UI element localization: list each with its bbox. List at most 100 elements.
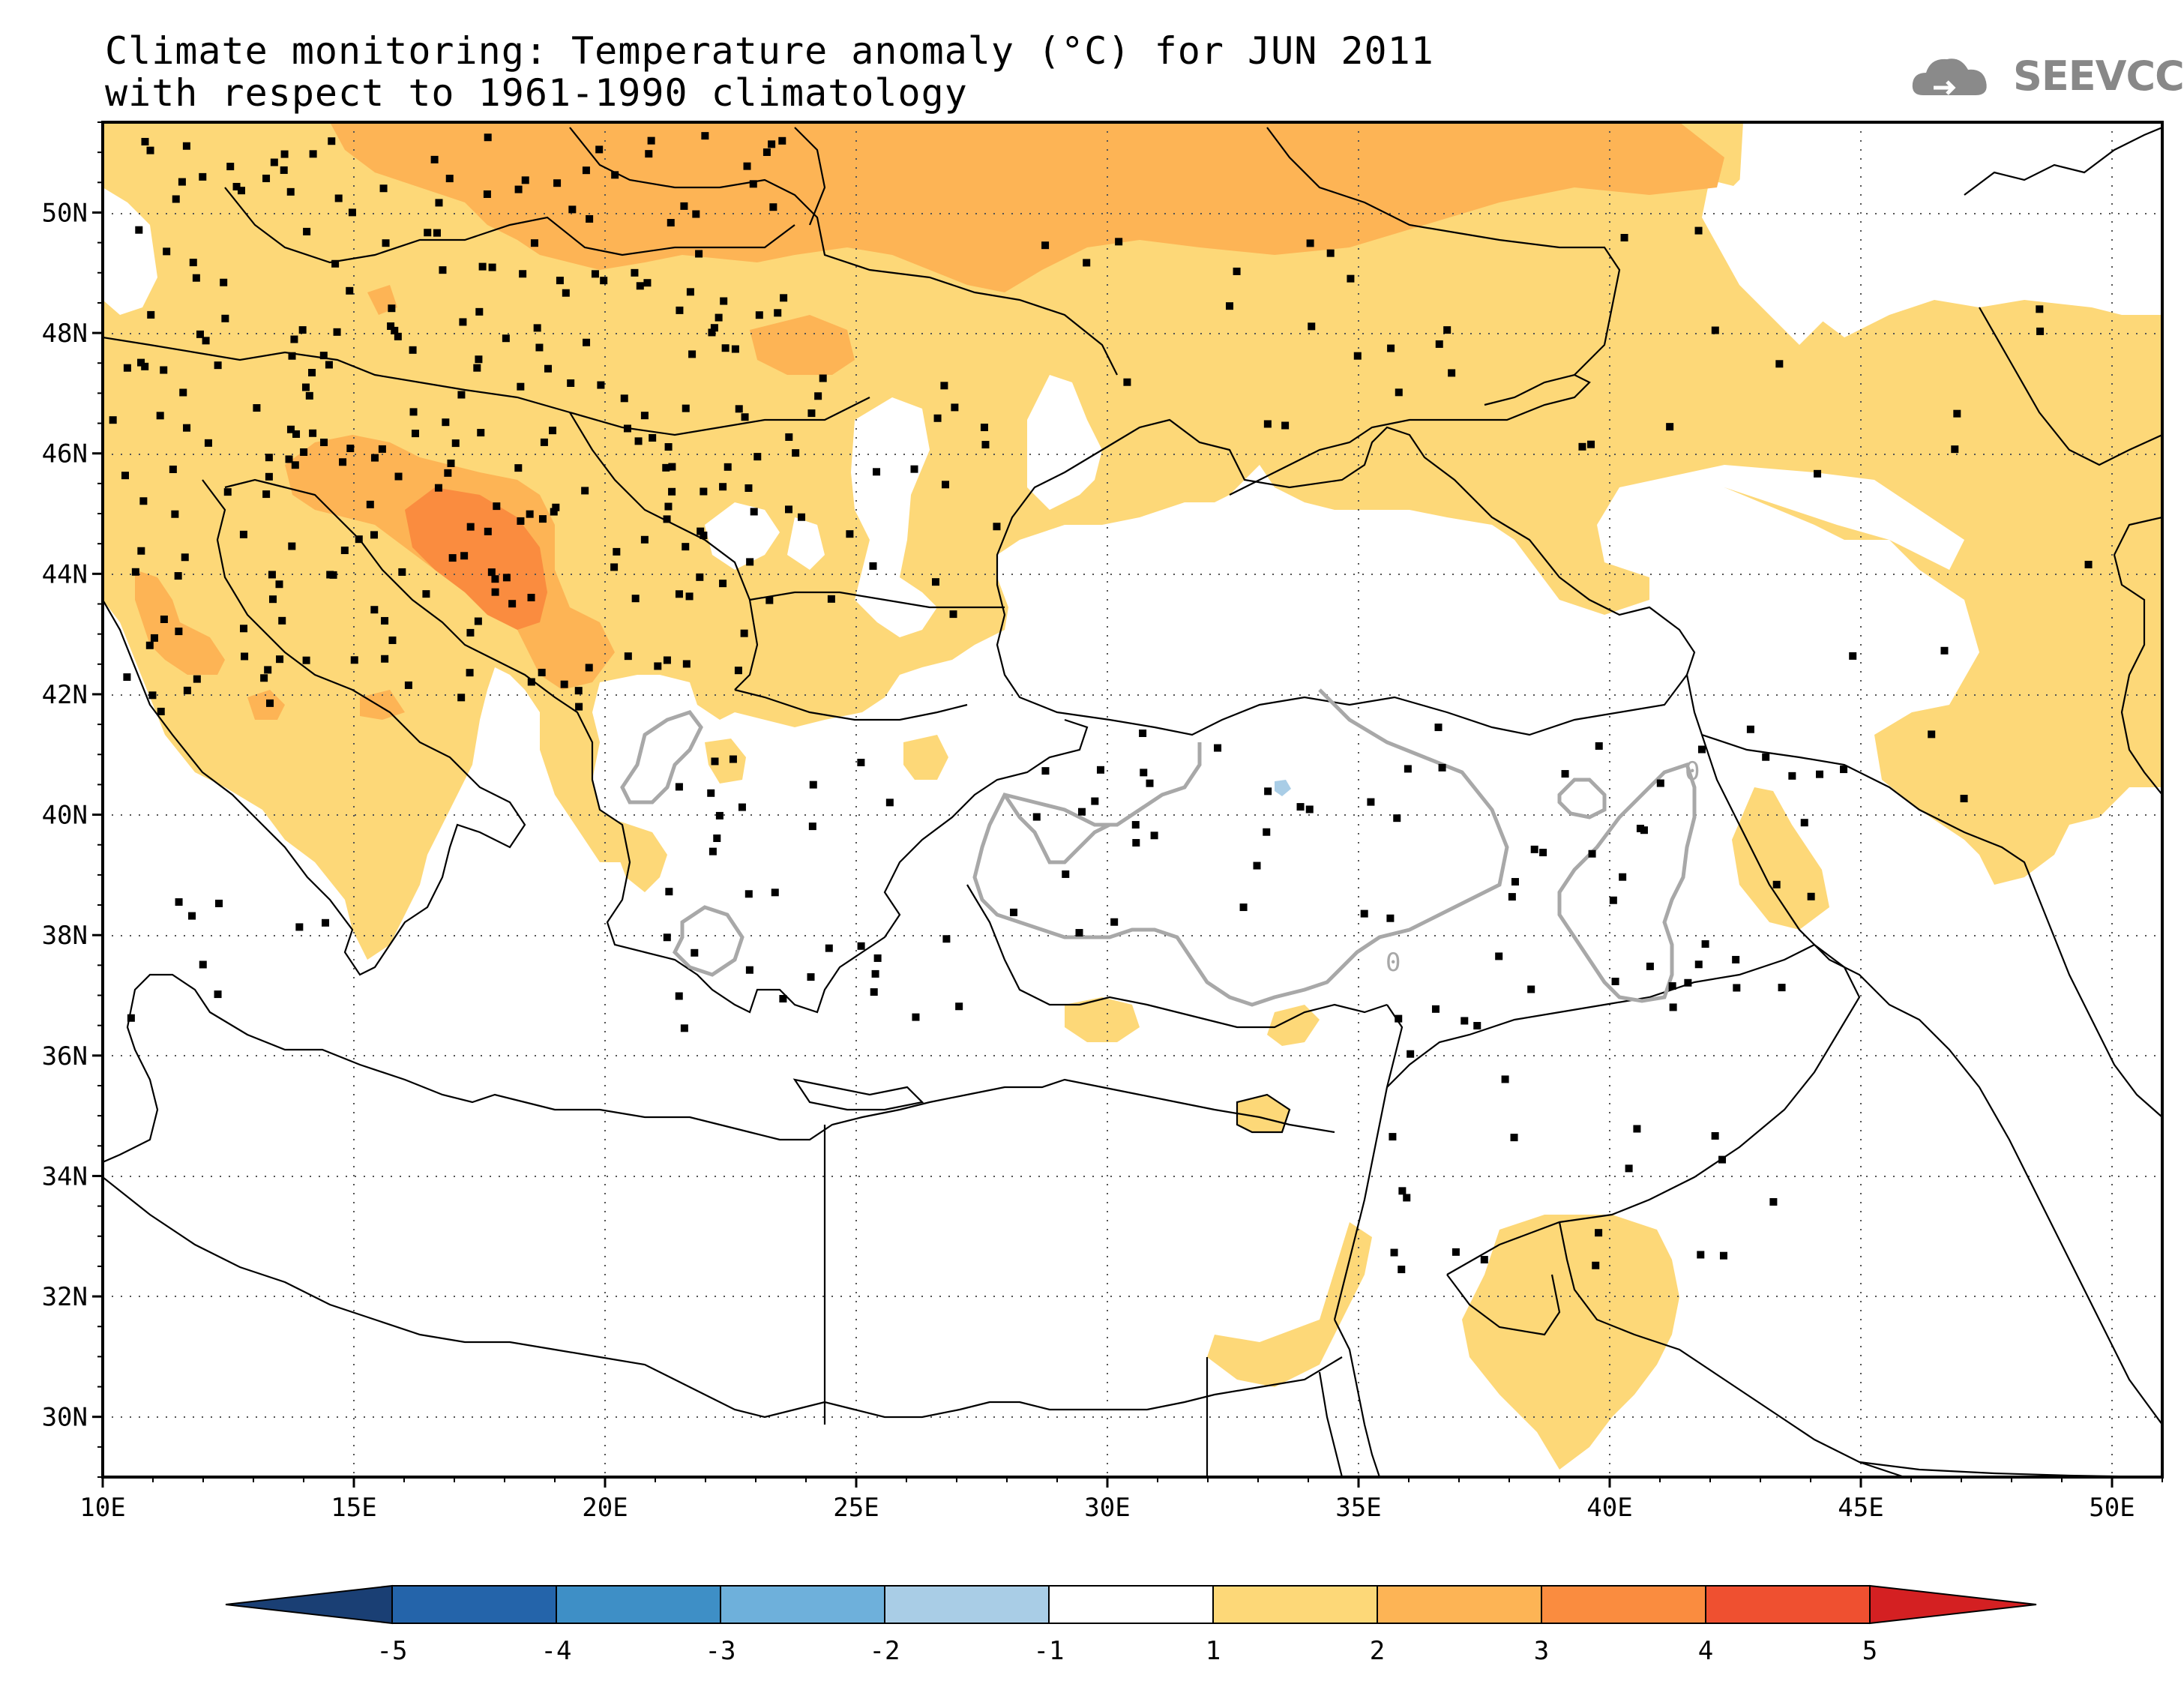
colorbar-tick-label: -5: [377, 1636, 408, 1666]
station-marker: [333, 328, 341, 336]
station-marker: [1609, 896, 1617, 904]
station-marker: [755, 311, 763, 319]
station-marker: [729, 755, 737, 763]
station-marker: [1398, 1266, 1406, 1274]
station-marker: [232, 182, 241, 190]
station-marker: [798, 513, 806, 521]
station-marker: [1091, 797, 1099, 805]
station-marker: [1146, 779, 1154, 787]
station-marker: [675, 783, 683, 791]
station-marker: [331, 259, 340, 268]
station-marker: [398, 568, 406, 576]
station-marker: [553, 179, 562, 187]
station-markers: [109, 132, 2093, 1274]
station-marker: [292, 430, 301, 438]
station-marker: [1326, 249, 1335, 257]
station-marker: [1807, 892, 1815, 900]
x-tick-label: 20E: [582, 1493, 628, 1523]
station-marker: [1140, 769, 1148, 777]
colorbar-segment: [1212, 1585, 1378, 1624]
station-marker: [1595, 742, 1603, 750]
station-marker: [631, 595, 640, 603]
station-marker: [275, 580, 283, 589]
station-marker: [713, 835, 721, 843]
station-marker: [1253, 861, 1261, 870]
station-marker: [676, 306, 684, 314]
station-marker: [264, 666, 272, 674]
station-marker: [295, 923, 304, 931]
station-marker: [682, 660, 691, 668]
station-marker: [940, 382, 948, 390]
station-marker: [955, 1002, 963, 1011]
station-marker: [664, 502, 673, 511]
colorbar-segment: [720, 1585, 885, 1624]
station-marker: [1407, 1050, 1415, 1058]
station-marker: [870, 988, 878, 996]
station-marker: [1666, 423, 1674, 431]
station-marker: [667, 219, 675, 227]
station-marker: [527, 678, 535, 686]
station-marker: [192, 274, 200, 282]
station-marker: [179, 388, 187, 397]
station-marker: [448, 554, 457, 562]
station-marker: [171, 510, 179, 518]
station-marker: [488, 263, 496, 271]
station-marker: [348, 208, 356, 217]
station-marker: [1434, 724, 1443, 732]
station-marker: [1619, 873, 1627, 881]
station-marker: [478, 262, 487, 271]
station-marker: [1233, 267, 1241, 275]
station-marker: [1263, 420, 1272, 428]
station-marker: [300, 448, 308, 457]
station-marker: [527, 593, 535, 601]
station-marker: [1131, 821, 1140, 829]
station-marker: [1501, 1075, 1509, 1083]
station-marker: [199, 172, 207, 181]
station-marker: [220, 278, 228, 286]
station-marker: [174, 572, 182, 580]
station-marker: [750, 508, 758, 516]
station-marker: [675, 590, 683, 598]
map-subtitle: with respect to 1961-1990 climatology: [105, 71, 968, 115]
station-marker: [779, 995, 787, 1003]
station-marker: [1132, 839, 1140, 847]
anomaly-region-2-3-north: [330, 122, 1724, 292]
station-marker: [1438, 763, 1446, 772]
station-marker: [409, 346, 417, 354]
station-marker: [933, 414, 942, 422]
station-marker: [1431, 1005, 1440, 1013]
x-tick-label: 50E: [2089, 1493, 2135, 1523]
station-marker: [753, 453, 762, 461]
station-marker: [765, 596, 774, 604]
station-marker: [237, 187, 245, 195]
station-marker: [1595, 1229, 1603, 1237]
station-marker: [682, 404, 690, 412]
station-marker: [109, 416, 117, 424]
station-marker: [1395, 388, 1403, 397]
station-marker: [744, 484, 753, 493]
station-marker: [1625, 1164, 1633, 1173]
station-marker: [484, 133, 492, 142]
station-marker: [517, 517, 525, 525]
station-marker: [873, 954, 882, 962]
station-marker: [691, 948, 699, 957]
station-marker: [745, 966, 753, 974]
station-marker: [447, 459, 455, 467]
station-marker: [1684, 978, 1692, 987]
station-marker: [302, 656, 310, 664]
station-marker: [388, 636, 397, 644]
station-marker: [355, 535, 363, 544]
station-marker: [769, 203, 777, 211]
station-marker: [301, 383, 310, 391]
station-marker: [1390, 1248, 1398, 1257]
station-marker: [285, 455, 293, 463]
station-marker: [1840, 766, 1848, 774]
station-marker: [869, 562, 877, 570]
station-marker: [980, 424, 988, 432]
station-marker: [350, 656, 358, 664]
station-marker: [808, 823, 816, 831]
station-marker: [1510, 1134, 1518, 1142]
colorbar-tick-label: -2: [870, 1636, 900, 1666]
station-marker: [1403, 1194, 1411, 1202]
station-marker: [715, 313, 723, 322]
